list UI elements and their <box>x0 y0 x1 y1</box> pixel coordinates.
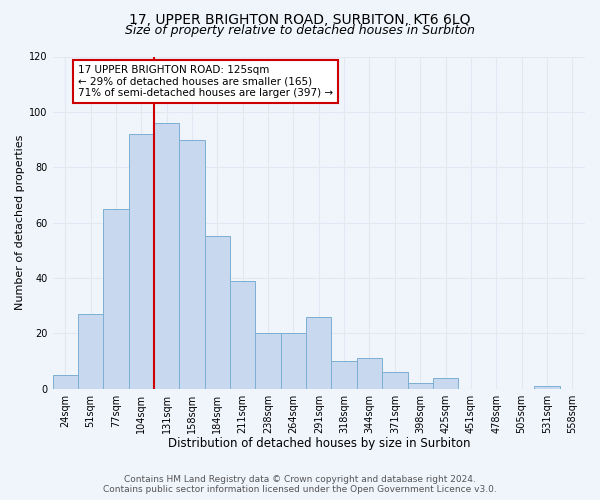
Y-axis label: Number of detached properties: Number of detached properties <box>15 135 25 310</box>
Text: Contains HM Land Registry data © Crown copyright and database right 2024.
Contai: Contains HM Land Registry data © Crown c… <box>103 474 497 494</box>
Bar <box>230 280 256 388</box>
Bar <box>281 333 306 388</box>
Bar <box>154 123 179 388</box>
Bar <box>179 140 205 388</box>
Bar <box>103 208 128 388</box>
Text: Size of property relative to detached houses in Surbiton: Size of property relative to detached ho… <box>125 24 475 37</box>
Bar <box>433 378 458 388</box>
Text: 17, UPPER BRIGHTON ROAD, SURBITON, KT6 6LQ: 17, UPPER BRIGHTON ROAD, SURBITON, KT6 6… <box>129 12 471 26</box>
Bar <box>53 375 78 388</box>
Bar <box>357 358 382 388</box>
Bar <box>382 372 407 388</box>
Bar <box>205 236 230 388</box>
Text: 17 UPPER BRIGHTON ROAD: 125sqm
← 29% of detached houses are smaller (165)
71% of: 17 UPPER BRIGHTON ROAD: 125sqm ← 29% of … <box>78 65 333 98</box>
Bar <box>128 134 154 388</box>
X-axis label: Distribution of detached houses by size in Surbiton: Distribution of detached houses by size … <box>167 437 470 450</box>
Bar <box>306 316 331 388</box>
Bar <box>331 361 357 388</box>
Bar <box>407 383 433 388</box>
Bar <box>256 333 281 388</box>
Bar <box>78 314 103 388</box>
Bar <box>534 386 560 388</box>
